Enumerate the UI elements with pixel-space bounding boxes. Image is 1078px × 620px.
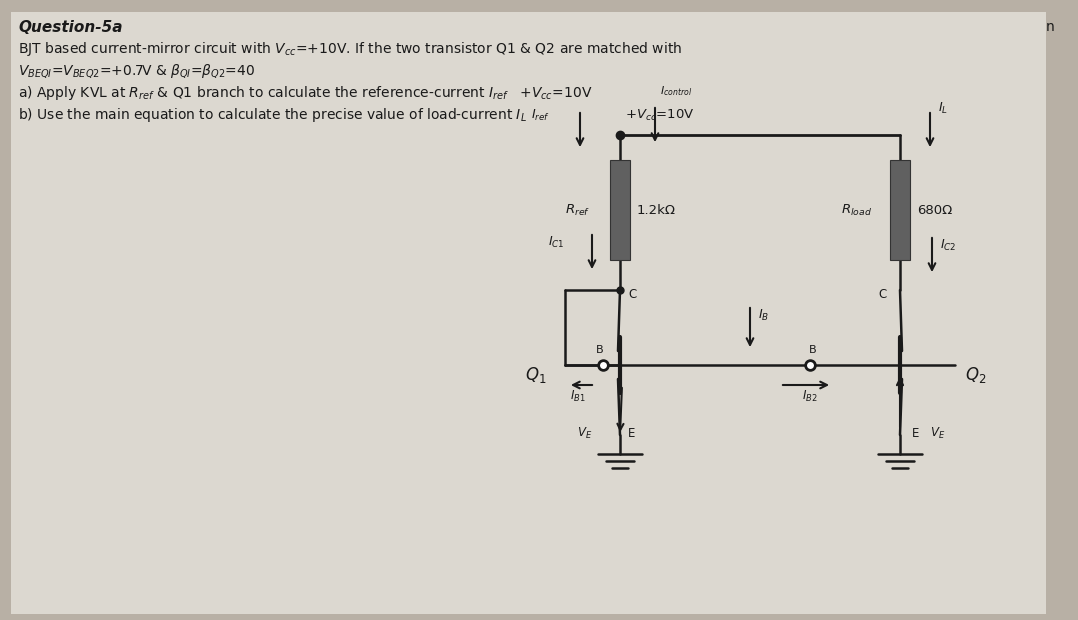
Bar	[890, 160, 910, 260]
Text: B: B	[596, 345, 604, 355]
Text: $I_{C2}$: $I_{C2}$	[940, 237, 956, 252]
Text: E: E	[912, 427, 920, 440]
Text: BJT based current-mirror circuit with $V_{cc}$=+10V. If the two transistor Q1 & : BJT based current-mirror circuit with $V…	[18, 40, 682, 58]
Text: B: B	[810, 345, 817, 355]
Text: E: E	[628, 427, 635, 440]
Text: $R_{ref}$: $R_{ref}$	[565, 203, 590, 218]
Text: $Q_2$: $Q_2$	[965, 365, 986, 385]
Text: b) Use the main equation to calculate the precise value of load-current $I_L$: b) Use the main equation to calculate th…	[18, 106, 527, 124]
Text: $V_E$: $V_E$	[930, 426, 945, 441]
Text: +$V_{cc}$=10V: +$V_{cc}$=10V	[625, 108, 694, 123]
Text: a) Apply KVL at $R_{ref}$ & Q1 branch to calculate the reference-current $I_{ref: a) Apply KVL at $R_{ref}$ & Q1 branch to…	[18, 84, 593, 102]
Text: 1.2kΩ: 1.2kΩ	[637, 203, 676, 216]
Text: $I_{B2}$: $I_{B2}$	[802, 389, 818, 404]
Text: 680Ω: 680Ω	[917, 203, 952, 216]
Text: C: C	[877, 288, 886, 301]
Text: n: n	[1046, 20, 1054, 34]
Bar	[610, 160, 630, 260]
Text: $I_{ref}$: $I_{ref}$	[531, 107, 550, 123]
Text: C: C	[628, 288, 636, 301]
Text: $I_B$: $I_B$	[758, 308, 770, 322]
Text: $V_E$: $V_E$	[577, 426, 592, 441]
Text: $I_{B1}$: $I_{B1}$	[569, 389, 585, 404]
Text: $I_{C1}$: $I_{C1}$	[549, 234, 565, 249]
Text: $Q_1$: $Q_1$	[525, 365, 547, 385]
Text: $I_{control}$: $I_{control}$	[660, 84, 692, 98]
Text: $I_L$: $I_L$	[938, 100, 948, 115]
Text: $R_{load}$: $R_{load}$	[841, 203, 872, 218]
Text: $V_{BEQI}$=$V_{BEQ2}$=+0.7V & $\beta_{QI}$=$\beta_{Q2}$=40: $V_{BEQI}$=$V_{BEQ2}$=+0.7V & $\beta_{QI…	[18, 62, 255, 80]
Text: Question-5a: Question-5a	[18, 20, 123, 35]
